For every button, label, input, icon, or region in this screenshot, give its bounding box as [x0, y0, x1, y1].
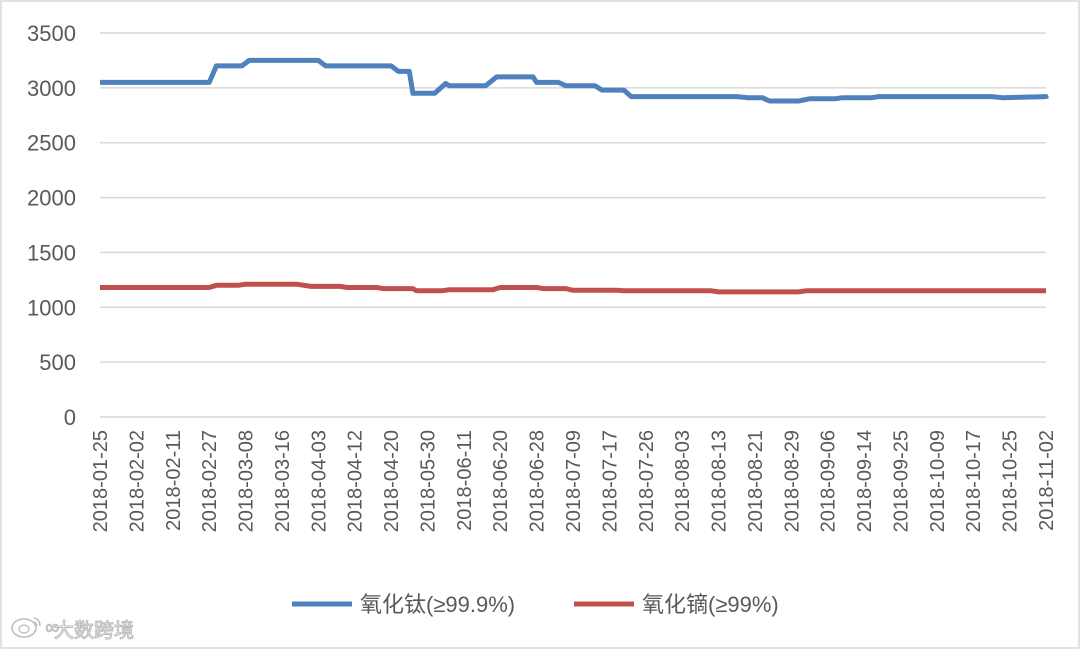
y-tick-label: 2500 — [27, 131, 76, 156]
x-tick-label: 2018-10-09 — [927, 430, 949, 532]
weibo-logo-icon: ∞ — [11, 615, 61, 640]
watermark-logo-mark: ∞ — [44, 615, 61, 639]
x-tick-label: 2018-07-26 — [636, 430, 658, 532]
x-tick-label: 2018-10-17 — [963, 430, 985, 532]
x-tick-label: 2018-07-09 — [563, 430, 585, 532]
x-tick-label: 2018-06-28 — [527, 430, 549, 532]
watermark-text: 大数跨境 — [54, 618, 134, 642]
series-line-dysprosium-oxide-line — [100, 281, 1046, 295]
x-tick-label: 2018-02-11 — [163, 430, 185, 531]
x-axis-ticks: 2018-01-25 2018-02-02 2018-02-11 2018-02-27… — [90, 430, 1058, 532]
y-axis-ticks: 0 500 1000 1500 2000 2500 3000 3500 — [27, 21, 76, 430]
legend-item-dysprosium-oxide: 氧化镝(≥99%) — [574, 592, 779, 617]
x-tick-label: 2018-04-20 — [381, 430, 403, 532]
legend-label-dysprosium-oxide: 氧化镝(≥99%) — [642, 592, 779, 617]
x-tick-label: 2018-02-27 — [199, 430, 221, 532]
x-tick-label: 2018-08-13 — [709, 430, 731, 532]
legend-item-titanium-oxide: 氧化钛(≥99.9%) — [292, 592, 515, 617]
x-tick-label: 2018-11-02 — [1036, 430, 1058, 531]
legend-label-titanium-oxide: 氧化钛(≥99.9%) — [360, 592, 515, 617]
legend: 氧化钛(≥99.9%) 氧化镝(≥99%) — [292, 592, 779, 617]
watermark: ∞ 大数跨境 — [11, 615, 135, 643]
x-tick-label: 2018-03-08 — [236, 430, 258, 532]
y-tick-label: 3500 — [27, 21, 76, 46]
x-tick-label: 2018-04-03 — [308, 430, 330, 532]
x-tick-label: 2018-06-20 — [490, 430, 512, 532]
x-tick-label: 2018-04-12 — [345, 430, 367, 532]
x-tick-label: 2018-05-30 — [417, 430, 439, 532]
y-tick-label: 0 — [64, 405, 76, 430]
x-tick-label: 2018-07-17 — [599, 430, 621, 532]
y-tick-label: 500 — [39, 350, 76, 375]
x-tick-label: 2018-08-03 — [672, 430, 694, 532]
x-tick-label: 2018-09-06 — [818, 430, 840, 532]
y-tick-label: 3000 — [27, 76, 76, 101]
x-tick-label: 2018-09-25 — [890, 430, 912, 532]
x-tick-label: 2018-09-14 — [854, 430, 876, 532]
y-tick-label: 2000 — [27, 186, 76, 211]
x-tick-label: 2018-03-16 — [272, 430, 294, 532]
y-tick-label: 1500 — [27, 240, 76, 265]
x-tick-label: 2018-10-25 — [1000, 430, 1022, 532]
gridlines — [100, 32, 1046, 418]
series-line-titanium-oxide-line — [100, 57, 1049, 104]
series-lines — [100, 57, 1049, 295]
x-tick-label: 2018-08-21 — [745, 430, 767, 532]
x-tick-label: 2018-01-25 — [90, 430, 112, 532]
x-tick-label: 2018-02-02 — [126, 430, 148, 532]
x-tick-label: 2018-06-11 — [454, 430, 476, 531]
y-tick-label: 1000 — [27, 295, 76, 320]
x-tick-label: 2018-08-29 — [781, 430, 803, 532]
